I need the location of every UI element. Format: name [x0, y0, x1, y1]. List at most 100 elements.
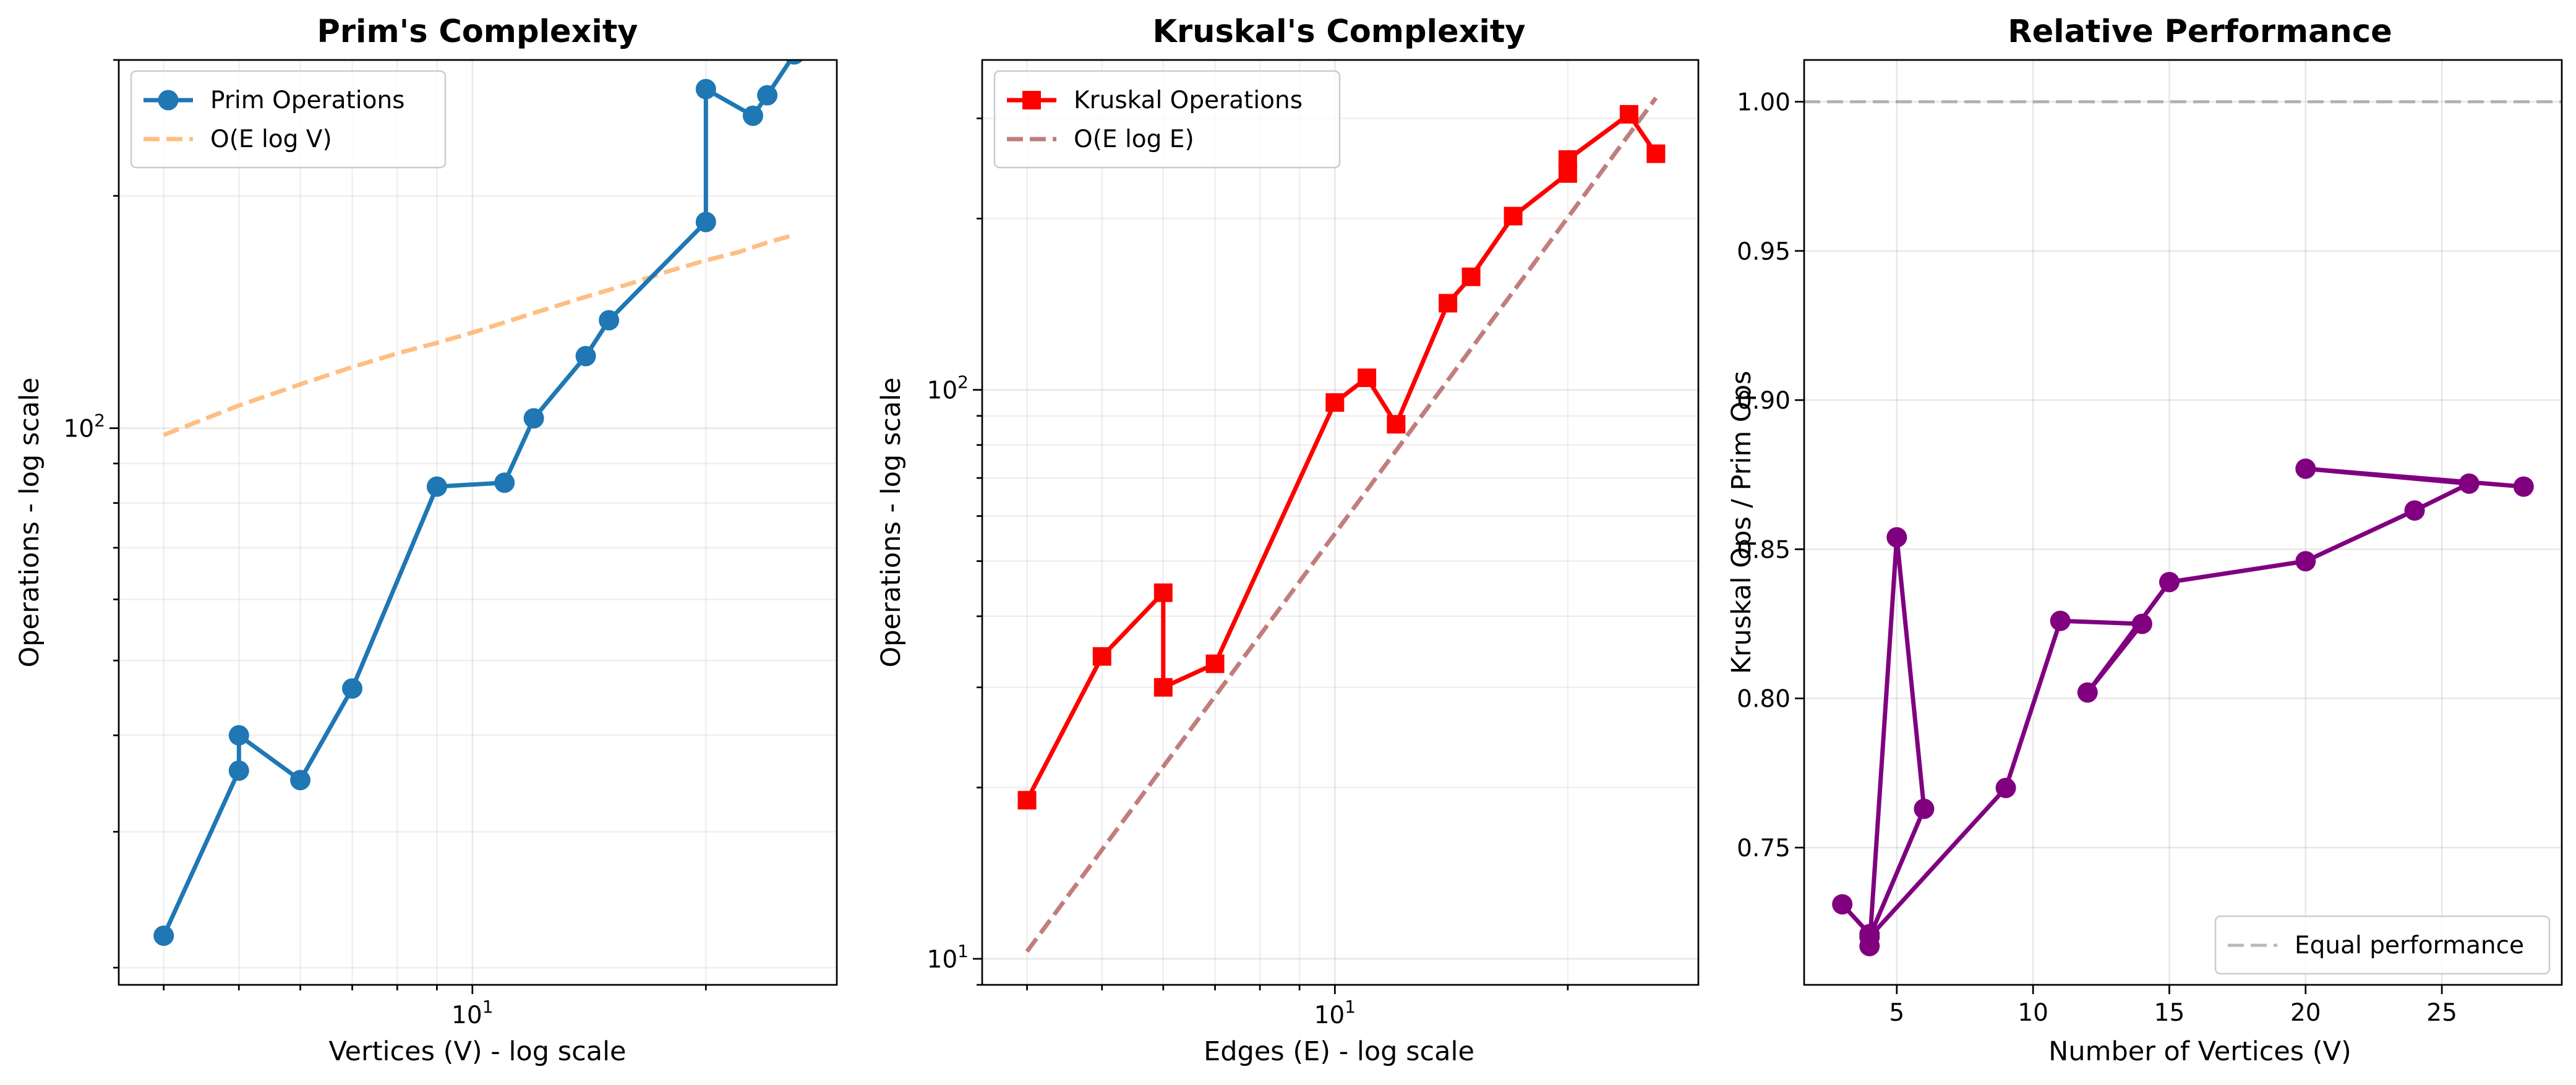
- prim-series-prim-operations: [153, 60, 803, 947]
- kruskal-legend-label: Kruskal Operations: [1074, 87, 1303, 114]
- prim-series-prim-operations-point: [228, 725, 249, 746]
- relative-x-tick-label: 25: [2426, 999, 2457, 1027]
- kruskal-series-kruskal-operations-point: [1619, 104, 1638, 124]
- kruskal-y-tick-label: 101: [927, 941, 969, 974]
- relative-x-tick-label: 20: [2290, 999, 2321, 1027]
- relative-series-ratio-point: [2131, 613, 2152, 634]
- relative-y-axis-label: Kruskal Ops / Prim Ops: [1726, 371, 1757, 674]
- prim-legend: Prim Operations O(E log V): [130, 70, 447, 169]
- relative-x-axis-label: Number of Vertices (V): [2048, 1036, 2351, 1067]
- prim-series-prim-operations-point: [342, 678, 363, 699]
- kruskal-title: Kruskal's Complexity: [1152, 14, 1525, 50]
- relative-x-tick-label: 5: [1889, 999, 1904, 1027]
- kruskal-series-kruskal-operations-point: [1558, 150, 1577, 169]
- prim-ticks: 101 102: [64, 59, 707, 1029]
- prim-x-tick-label: 101: [451, 997, 493, 1029]
- prim-panel: Prim's Complexity Vertices (V) - log sca…: [14, 14, 838, 1067]
- kruskal-series-kruskal-operations-point: [1017, 791, 1037, 810]
- prim-series-o-e-log-v: [163, 232, 795, 437]
- kruskal-series-kruskal-operations-point: [1439, 294, 1458, 313]
- kruskal-series-o-e-log-e: [1025, 96, 1658, 953]
- prim-title: Prim's Complexity: [317, 14, 638, 50]
- relative-series-ratio: [1832, 458, 2534, 956]
- relative-series-ratio-point: [1995, 777, 2016, 798]
- relative-series-ratio-point: [2458, 473, 2480, 494]
- prim-data: [153, 60, 803, 947]
- relative-plot-frame: [1803, 59, 2563, 986]
- relative-y-tick-label: 1.00: [1737, 89, 1791, 117]
- prim-series-prim-operations-point: [785, 60, 803, 65]
- kruskal-plot-frame: [981, 59, 1700, 986]
- kruskal-series-kruskal-operations-point: [1325, 393, 1345, 412]
- kruskal-legend-box: [993, 70, 1341, 169]
- kruskal-series-kruskal-operations-point: [1092, 647, 1111, 666]
- relative-series-ratio-point: [2513, 476, 2534, 497]
- prim-series-prim-operations-point: [695, 79, 716, 100]
- kruskal-legend-marker: [1022, 91, 1041, 109]
- kruskal-x-tick-label: 101: [1314, 997, 1356, 1029]
- kruskal-series-kruskal-operations-point: [1646, 144, 1666, 163]
- prim-series-prim-operations-point: [153, 925, 174, 947]
- kruskal-series-kruskal-operations-point: [1358, 368, 1377, 388]
- relative-legend-label: Equal performance: [2295, 932, 2524, 959]
- kruskal-series-kruskal-operations-point: [1205, 654, 1225, 673]
- kruskal-series-kruskal-operations-point: [1504, 206, 1523, 226]
- prim-legend-label: O(E log V): [210, 126, 332, 153]
- prim-x-axis-label: Vertices (V) - log scale: [328, 1036, 626, 1067]
- relative-series-ratio-point: [1914, 798, 1935, 819]
- kruskal-series-kruskal-operations-point: [1461, 267, 1481, 286]
- prim-series-prim-operations-point: [757, 85, 778, 106]
- prim-legend-marker: [158, 90, 179, 111]
- relative-data: [1804, 100, 2562, 956]
- relative-panel: Relative Performance Number of Vertices …: [1726, 14, 2563, 1067]
- prim-plot-frame: [118, 59, 838, 986]
- relative-y-tick-label: 0.75: [1737, 835, 1791, 862]
- prim-series-prim-operations-point: [426, 476, 447, 497]
- kruskal-series-kruskal-operations-point: [1153, 678, 1173, 697]
- kruskal-series-o-e-log-e-line: [1025, 96, 1658, 953]
- relative-x-tick-label: 15: [2154, 999, 2185, 1027]
- prim-series-prim-operations-point: [523, 408, 544, 429]
- relative-legend: Equal performance: [2214, 915, 2551, 975]
- relative-ticks: 5 10 15 20 25 0.75 0.80 0.85 0.90 0.95 1.00: [1737, 89, 2457, 1027]
- relative-series-ratio-point: [2159, 572, 2180, 593]
- relative-series-ratio-point: [2295, 551, 2316, 572]
- relative-series-ratio-point: [1859, 927, 1880, 948]
- prim-series-prim-operations-point: [575, 346, 596, 367]
- kruskal-series-kruskal-operations: [1017, 104, 1666, 810]
- relative-legend-box: [2214, 915, 2551, 975]
- prim-y-tick-label: 102: [64, 411, 105, 443]
- kruskal-ticks: 101 101 102: [927, 117, 1569, 1029]
- relative-series-ratio-point: [1832, 894, 1853, 915]
- relative-x-tick-label: 10: [2018, 999, 2048, 1027]
- prim-series-prim-operations-point: [742, 105, 763, 126]
- kruskal-y-axis-label: Operations - log scale: [876, 377, 907, 667]
- prim-series-prim-operations-point: [494, 472, 515, 493]
- kruskal-panel: Kruskal's Complexity Edges (E) - log sca…: [876, 14, 1700, 1067]
- relative-y-tick-label: 0.80: [1737, 686, 1791, 713]
- kruskal-series-kruskal-operations-point: [1153, 583, 1173, 602]
- relative-series-ratio-line: [1840, 466, 2526, 948]
- kruskal-x-axis-label: Edges (E) - log scale: [1204, 1036, 1474, 1067]
- prim-series-prim-operations-point: [228, 760, 249, 781]
- prim-series-prim-operations-point: [695, 211, 716, 232]
- relative-series-ratio-point: [1886, 527, 1907, 548]
- prim-legend-label: Prim Operations: [210, 87, 405, 114]
- prim-series-prim-operations-point: [599, 310, 620, 331]
- kruskal-legend: Kruskal Operations O(E log E): [993, 70, 1341, 169]
- prim-series-prim-operations-point: [290, 770, 311, 791]
- prim-y-axis-label: Operations - log scale: [14, 377, 45, 667]
- prim-series-o-e-log-v-line: [163, 232, 795, 437]
- relative-series-ratio-point: [2295, 458, 2316, 479]
- relative-y-tick-label: 0.95: [1737, 238, 1791, 266]
- relative-series-ratio-point: [2404, 500, 2425, 521]
- kruskal-y-tick-label: 102: [927, 372, 969, 405]
- prim-legend-box: [130, 70, 447, 169]
- relative-series-ratio-point: [2050, 610, 2071, 631]
- kruskal-series-kruskal-operations-point: [1387, 415, 1406, 434]
- relative-title: Relative Performance: [2008, 14, 2392, 50]
- relative-y-tick-label: 0.90: [1737, 387, 1791, 415]
- kruskal-legend-label: O(E log E): [1074, 126, 1194, 153]
